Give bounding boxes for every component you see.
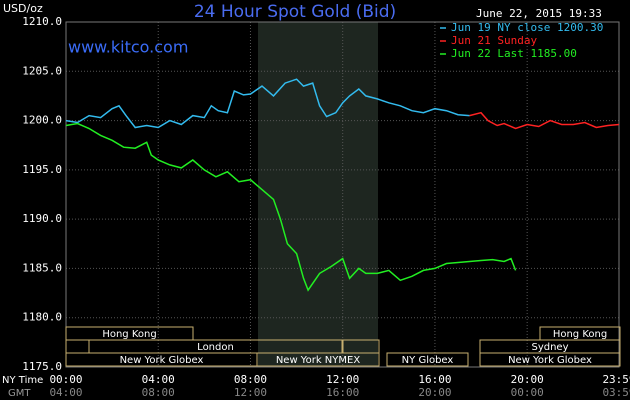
legend-label: Jun 19 NY close 1200.30 (451, 21, 603, 34)
session-label: New York Globex (120, 355, 204, 366)
y-tick-label: 1190.0 (22, 212, 62, 225)
x2-tick-label: 12:00 (234, 386, 267, 399)
session-label: New York NYMEX (276, 355, 361, 366)
series-line (469, 111, 620, 130)
session-box (479, 352, 621, 367)
x-tick-label: 20:00 (511, 373, 544, 386)
watermark: www.kitco.com (68, 38, 188, 57)
series-line (65, 78, 470, 129)
timestamp: June 22, 2015 19:33 (476, 7, 602, 20)
legend-label: Jun 22 Last 1185.00 (451, 47, 577, 60)
session-box (386, 352, 469, 367)
x-tick-label: 08:00 (234, 373, 267, 386)
x-tick-label: 04:00 (142, 373, 175, 386)
x2-axis-label: GMT (8, 388, 31, 399)
y-tick-label: 1205.0 (22, 64, 62, 77)
x-tick-label: 00:00 (49, 373, 82, 386)
y-tick-label: 1210.0 (22, 15, 62, 28)
x2-tick-label: 03:59 (602, 386, 630, 399)
session-label: London (197, 342, 234, 353)
series-line (65, 122, 517, 292)
y-axis-label: USD/oz (3, 2, 43, 15)
legend-label: Jun 21 Sunday (451, 34, 537, 47)
x-tick-label: 12:00 (326, 373, 359, 386)
x2-tick-label: 04:00 (49, 386, 82, 399)
x-tick-label: 16:00 (418, 373, 451, 386)
x2-tick-label: 20:00 (418, 386, 451, 399)
session-label: New York Globex (508, 355, 592, 366)
x2-tick-label: 08:00 (142, 386, 175, 399)
session-label: Sydney (531, 342, 568, 353)
session-label: Hong Kong (553, 329, 607, 340)
y-tick-label: 1175.0 (22, 360, 62, 373)
session-label: Hong Kong (102, 329, 156, 340)
chart-title: 24 Hour Spot Gold (Bid) (194, 2, 396, 22)
y-tick-label: 1180.0 (22, 311, 62, 324)
x2-tick-label: 00:00 (511, 386, 544, 399)
session-label: NY Globex (402, 355, 454, 366)
x-axis-label: NY Time (2, 375, 43, 386)
y-tick-label: 1200.0 (22, 114, 62, 127)
session-box (256, 352, 380, 367)
x-tick-label: 23:59 (602, 373, 630, 386)
nymex-shade (258, 22, 378, 367)
plot-frame (65, 21, 620, 368)
x2-tick-label: 16:00 (326, 386, 359, 399)
y-tick-label: 1185.0 (22, 261, 62, 274)
y-tick-label: 1195.0 (22, 163, 62, 176)
